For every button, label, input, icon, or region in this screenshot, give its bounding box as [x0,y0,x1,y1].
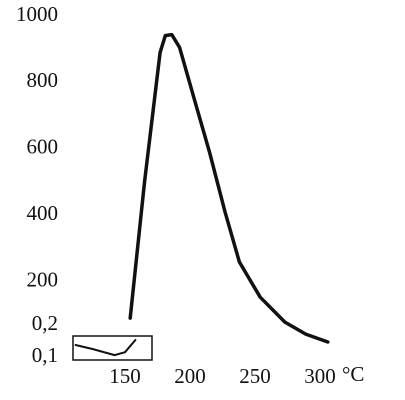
y-tick-label: 1000 [16,2,58,26]
y-tick-label: 800 [27,68,59,92]
y-tick-label: 400 [27,201,59,225]
x-tick-label: 300 [304,364,336,388]
line [128,32,330,344]
x-tick-label: 200 [174,364,206,388]
y2-tick-label: 0,1 [32,343,58,367]
line [74,339,137,357]
inset-box [72,335,153,361]
y-tick-label: 600 [27,135,59,159]
y-tick-label: 200 [27,267,59,291]
x-tick-label: 150 [109,364,141,388]
y2-tick-label: 0,2 [32,311,58,335]
x-tick-label: 250 [239,364,271,388]
x-axis-label: °C [342,362,364,386]
